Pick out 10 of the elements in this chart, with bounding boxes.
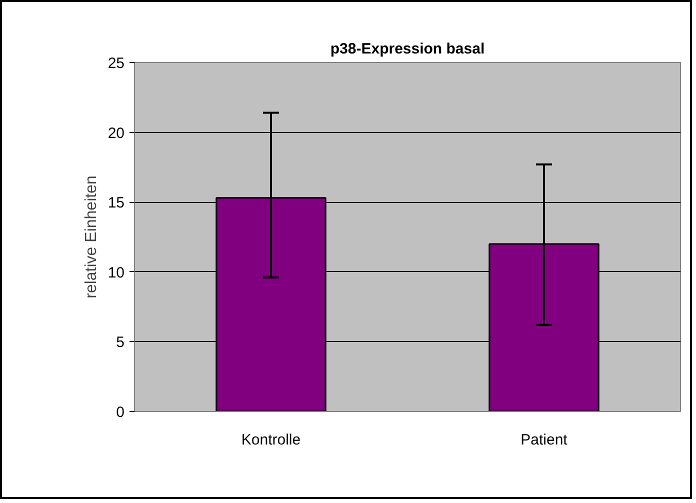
y-tick-label: 15 (108, 194, 125, 212)
x-tick-label: Patient (520, 432, 568, 448)
y-tick-label: 25 (108, 55, 125, 72)
y-tick-label: 20 (108, 124, 125, 142)
x-tick-label: Kontrolle (241, 432, 301, 448)
y-axis-title: relative Einheiten (82, 176, 100, 298)
y-tick-label: 5 (116, 334, 124, 352)
chart-title: p38-Expression basal (330, 40, 485, 58)
y-tick-label: 10 (108, 264, 125, 282)
y-tick-label: 0 (116, 404, 124, 421)
